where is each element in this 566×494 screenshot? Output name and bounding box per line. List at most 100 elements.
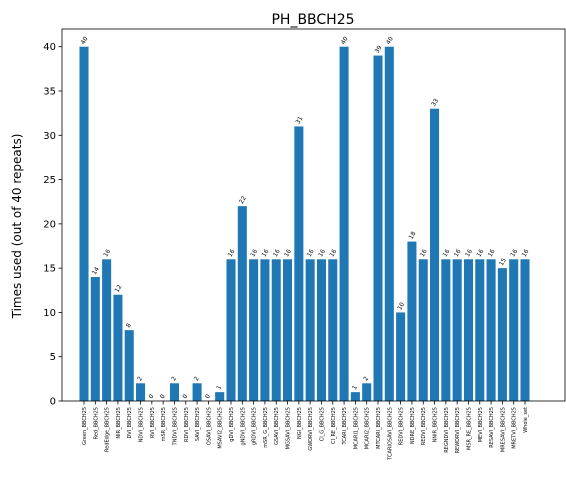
x-tick-label: DVI_BBCH25 (127, 407, 133, 439)
bar (509, 259, 519, 401)
bar (249, 259, 259, 401)
bar (441, 259, 451, 401)
data-label: 15 (498, 257, 508, 267)
data-label: 18 (408, 230, 418, 240)
x-tick-label: MTCARI_BBCH25 (376, 407, 382, 449)
bar (124, 330, 134, 401)
data-label: 14 (91, 266, 101, 276)
x-tick-label: NDRE_BBCH25 (410, 407, 416, 444)
bar (283, 259, 293, 401)
data-label: 40 (80, 35, 90, 45)
bar (373, 55, 383, 401)
plot-frame (61, 28, 566, 402)
data-label: 16 (475, 248, 485, 258)
data-label: 39 (374, 44, 384, 54)
x-tick-label: CI_RE_BBCH25 (331, 407, 337, 444)
x-tick-label: NDVI_BBCH25 (139, 407, 145, 442)
x-tick-label: MGSAVI_BBCH25 (286, 407, 292, 449)
bar (350, 392, 360, 401)
bar (316, 259, 326, 401)
x-axis: Green_BBCH25 Red_BBCH25 RedEdge_BBCH25 NIR_… (82, 401, 529, 461)
data-label: 10 (396, 301, 406, 311)
x-tick-label: SAVI_BBCH25 (195, 407, 201, 441)
bar (192, 383, 202, 401)
data-label: 16 (453, 248, 463, 258)
bar (79, 46, 89, 402)
y-axis-label: Times used (out of 40 repeats) (10, 134, 24, 320)
data-label: 8 (125, 322, 133, 329)
y-tick-label: 30 (43, 131, 56, 142)
x-tick-label: RedEdge_BBCH25 (105, 407, 111, 452)
x-tick-label: CI_G_BBCH25 (319, 407, 325, 441)
x-tick-label: RESAVI_BBCH25 (489, 407, 495, 448)
x-tick-label: TNDVI_BBCH25 (172, 407, 178, 446)
bar (475, 259, 485, 401)
bar (90, 277, 100, 401)
x-tick-label: MCARI2_BBCH25 (365, 407, 371, 449)
x-tick-label: MRESAVI_BBCH25 (500, 407, 506, 452)
bar (305, 259, 315, 401)
bar (497, 268, 507, 401)
data-label: 16 (509, 248, 519, 258)
x-tick-label: MSR_RE_BBCH25 (466, 407, 472, 450)
y-tick-label: 25 (43, 175, 56, 186)
data-label: 16 (464, 248, 474, 258)
bar (384, 46, 394, 402)
bar (520, 259, 530, 401)
data-label: 16 (487, 248, 497, 258)
x-tick-label: gRDVI_BBCH25 (252, 407, 258, 445)
bar (215, 392, 225, 401)
y-tick-label: 20 (43, 219, 56, 230)
y-tick-label: 10 (43, 308, 56, 319)
data-label: 16 (328, 248, 338, 258)
bar (136, 383, 146, 401)
x-tick-label: GWDRVI_BBCH25 (308, 407, 314, 451)
x-tick-label: MRETVI_BBCH25 (512, 407, 518, 449)
data-label: 40 (340, 35, 350, 45)
bar (418, 259, 428, 401)
x-tick-label: gNDVI_BBCH25 (240, 407, 246, 445)
y-tick-label: 5 (50, 352, 56, 363)
chart-title: PH_BBCH25 (271, 12, 354, 28)
x-tick-label: NGI_BBCH25 (297, 407, 303, 439)
x-tick-label: REDVI_BBCH25 (421, 407, 427, 445)
bar (396, 312, 406, 401)
x-tick-label: gDVI_BBCH25 (229, 407, 235, 442)
x-tick-label: Green_BBCH25 (82, 407, 88, 445)
bar (486, 259, 496, 401)
data-label: 16 (521, 248, 531, 258)
data-label: 16 (283, 248, 293, 258)
y-tick-label: 40 (43, 42, 56, 53)
data-label: 16 (442, 248, 452, 258)
data-label: 40 (385, 35, 395, 45)
bar (430, 108, 440, 402)
bar (328, 259, 338, 401)
bar (260, 259, 270, 401)
x-tick-label: REDVI_BBCH25 (399, 407, 405, 445)
data-label: 12 (114, 283, 124, 293)
x-tick-label: REWDRVI_BBCH25 (455, 407, 461, 453)
data-label: 16 (249, 248, 259, 258)
bar (237, 206, 247, 401)
y-axis: 0 5 10 15 20 25 30 35 40 (43, 42, 62, 408)
x-tick-label: Whole_set (523, 407, 529, 433)
data-label: 22 (238, 195, 248, 205)
x-tick-label: GSAVI_BBCH25 (274, 407, 280, 445)
data-label: 2 (170, 375, 178, 382)
data-label: 0 (181, 393, 189, 400)
data-label: 1 (215, 384, 223, 391)
x-tick-label: MEVI_BBCH25 (478, 407, 484, 442)
data-label: 2 (136, 375, 144, 382)
data-label: 2 (193, 375, 201, 382)
data-label: 16 (419, 248, 429, 258)
data-label: 1 (351, 384, 359, 391)
bar (452, 259, 462, 401)
bar (102, 259, 112, 401)
data-label: 31 (295, 115, 305, 125)
bar (362, 383, 372, 401)
y-tick-label: 0 (50, 397, 56, 408)
x-tick-label: MCARI1_BBCH25 (353, 407, 359, 449)
x-tick-label: mSR_BBCH25 (161, 407, 167, 441)
data-label: 33 (430, 97, 440, 107)
